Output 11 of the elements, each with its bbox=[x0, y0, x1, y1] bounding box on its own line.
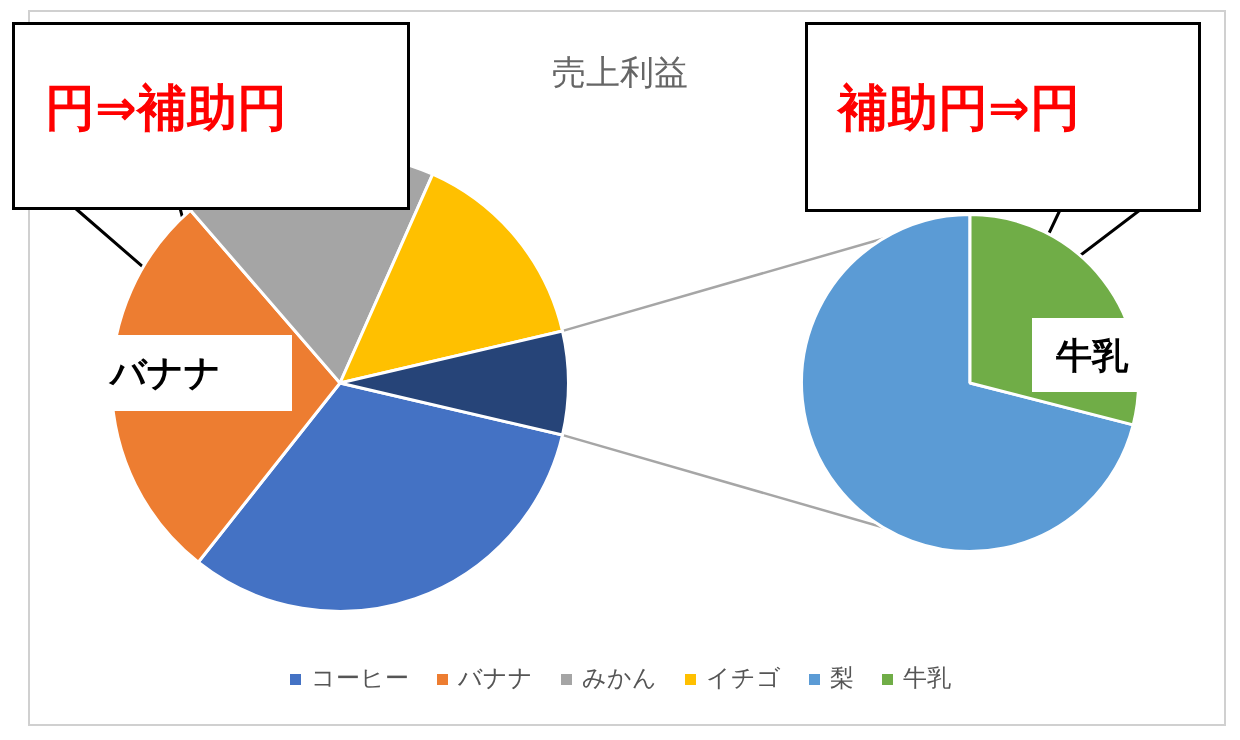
legend-label: イチゴ bbox=[705, 664, 781, 692]
text: 補助円⇒円 bbox=[805, 22, 1201, 212]
legend-label: バナナ bbox=[457, 664, 533, 692]
text: バナナ bbox=[110, 335, 292, 411]
legend-label: コーヒー bbox=[310, 664, 409, 692]
legend-label: みかん bbox=[581, 664, 657, 692]
legend-label: 牛乳 bbox=[902, 664, 951, 692]
text: 円⇒補助円 bbox=[12, 22, 410, 210]
legend-label: 梨 bbox=[829, 664, 854, 692]
chart-title: 売上利益 bbox=[552, 52, 688, 92]
text: 牛乳 bbox=[1032, 318, 1150, 392]
